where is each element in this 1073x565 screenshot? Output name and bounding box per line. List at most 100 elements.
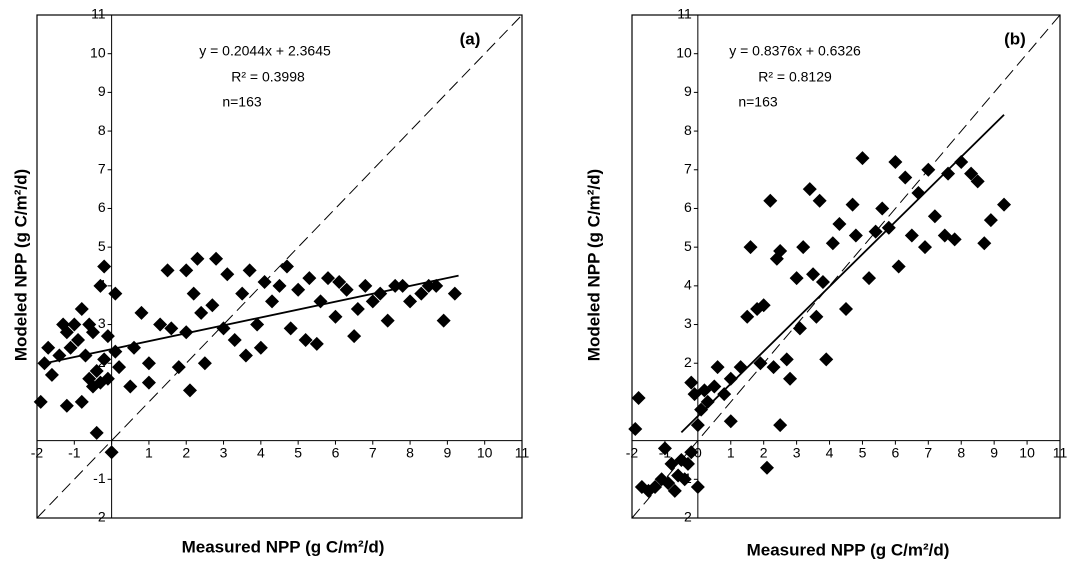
data-point [141, 356, 156, 371]
data-point [100, 371, 115, 386]
data-point [819, 352, 834, 367]
annotation: n=163 [738, 94, 778, 110]
x-tick-label: 8 [957, 444, 965, 460]
data-point [875, 201, 890, 216]
data-point [123, 379, 138, 394]
data-point [302, 271, 317, 286]
y-tick-label: 2 [684, 354, 692, 370]
data-point [186, 286, 201, 301]
data-point [182, 383, 197, 398]
panel-tag: (b) [1004, 29, 1026, 48]
data-point [194, 305, 209, 320]
data-point [997, 197, 1012, 212]
data-point [766, 360, 781, 375]
annotation: R² = 0.8129 [758, 69, 832, 85]
data-point [700, 394, 715, 409]
x-tick-label: 11 [1053, 444, 1068, 460]
data-point [429, 278, 444, 293]
data-point [809, 309, 824, 324]
data-point [309, 336, 324, 351]
data-point [339, 282, 354, 297]
x-tick-label: 4 [826, 444, 834, 460]
identity-line [631, 14, 1061, 519]
x-tick-label: 1 [145, 444, 153, 460]
data-point [812, 193, 827, 208]
plot-frame [631, 14, 1061, 519]
data-point [205, 298, 220, 313]
x-tick-label: 8 [406, 444, 414, 460]
data-point [447, 286, 462, 301]
y-axis-title: Modeled NPP (g C/m²/d) [584, 169, 603, 361]
x-tick-label: 9 [990, 444, 998, 460]
annotation: R² = 0.3998 [231, 69, 305, 85]
x-tick-label: 2 [760, 444, 768, 460]
data-point [977, 236, 992, 251]
x-tick-label: 10 [477, 444, 493, 460]
data-point [238, 348, 253, 363]
data-point [190, 251, 205, 266]
data-point [332, 274, 347, 289]
data-point [298, 333, 313, 348]
x-tick-label: 3 [220, 444, 228, 460]
data-point [723, 371, 738, 386]
data-point [71, 333, 86, 348]
y-tick-label: 11 [677, 6, 692, 22]
data-point [373, 286, 388, 301]
data-point [628, 422, 643, 437]
data-point [89, 363, 104, 378]
data-point [862, 271, 877, 286]
y-tick-label: 4 [684, 277, 692, 293]
y-tick-label: 5 [98, 238, 106, 254]
data-point [59, 398, 74, 413]
y-tick-label: -1 [93, 470, 106, 486]
data-point [792, 321, 807, 336]
y-tick-label: 6 [684, 199, 692, 215]
data-point [242, 263, 257, 278]
data-point [253, 340, 268, 355]
data-point [648, 480, 663, 495]
x-axis-title: Measured NPP (g C/m²/d) [747, 540, 950, 559]
data-point [358, 278, 373, 293]
data-point [59, 325, 74, 340]
plot-frame [36, 14, 523, 519]
data-point [141, 375, 156, 390]
data-point [104, 445, 119, 460]
data-point [164, 321, 179, 336]
data-point [56, 317, 71, 332]
data-point [85, 325, 100, 340]
y-tick-label: 8 [98, 122, 106, 138]
data-point [89, 425, 104, 440]
data-point [93, 278, 108, 293]
data-point [97, 259, 112, 274]
data-point [723, 414, 738, 429]
data-point [796, 240, 811, 255]
x-tick-label: 7 [369, 444, 377, 460]
data-point [220, 267, 235, 282]
data-point [773, 244, 788, 259]
data-point [41, 340, 56, 355]
data-point [779, 352, 794, 367]
x-tick-label: 6 [891, 444, 899, 460]
data-point [832, 216, 847, 231]
y-tick-label: 8 [684, 122, 692, 138]
data-point [927, 209, 942, 224]
data-point [898, 170, 913, 185]
x-tick-label: -2 [626, 444, 639, 460]
data-point [179, 263, 194, 278]
data-point [209, 251, 224, 266]
data-point [227, 333, 242, 348]
data-point [33, 394, 48, 409]
data-point [395, 278, 410, 293]
data-point [806, 267, 821, 282]
x-tick-label: 5 [294, 444, 302, 460]
data-point [848, 228, 863, 243]
data-point [783, 371, 798, 386]
data-point [717, 387, 732, 402]
x-tick-label: 11 [515, 444, 530, 460]
data-point [815, 274, 830, 289]
data-point [845, 197, 860, 212]
fit-line [680, 114, 1005, 433]
fit-line [44, 274, 459, 365]
data-point [753, 356, 768, 371]
